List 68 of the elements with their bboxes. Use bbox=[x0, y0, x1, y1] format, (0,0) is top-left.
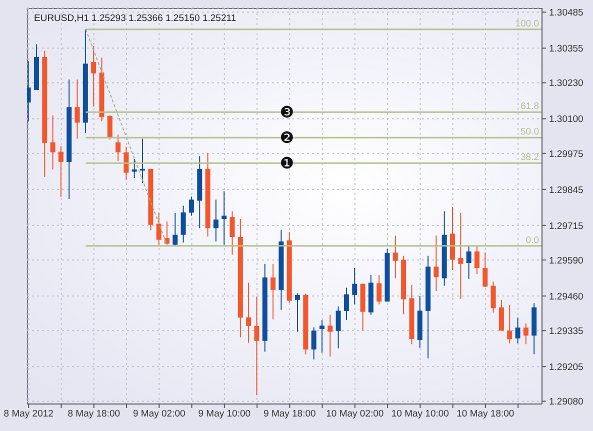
candlestick bbox=[140, 138, 146, 184]
candlestick bbox=[498, 299, 504, 332]
candlestick bbox=[295, 292, 300, 332]
candlestick bbox=[58, 146, 64, 198]
y-tick-label: 1.30355 bbox=[549, 44, 584, 55]
candlestick bbox=[27, 60, 31, 122]
series-label: 38.2 bbox=[520, 152, 539, 164]
x-tick-label: 9 May 18:00 bbox=[264, 408, 316, 420]
y-tick-label: 1.30230 bbox=[549, 78, 584, 90]
candlestick bbox=[230, 210, 235, 256]
y-tick-label: 1.29460 bbox=[549, 291, 584, 302]
y-tick-label: 1.29975 bbox=[549, 148, 584, 160]
candlestick bbox=[188, 196, 194, 216]
x-tick-label: 10 May 10:00 bbox=[391, 408, 449, 420]
x-tick-label: 10 May 02:00 bbox=[326, 408, 384, 420]
candlestick bbox=[124, 146, 129, 180]
candlestick bbox=[156, 212, 162, 246]
candlestick bbox=[91, 45, 96, 108]
candlestick bbox=[222, 190, 227, 246]
candlestick bbox=[434, 235, 439, 292]
candlestick bbox=[515, 317, 520, 344]
candlestick bbox=[319, 320, 324, 354]
candlestick bbox=[523, 322, 528, 345]
candlestick bbox=[246, 282, 252, 344]
candlestick bbox=[74, 78, 80, 140]
candlestick bbox=[311, 326, 316, 360]
annotation: ❸ bbox=[280, 102, 294, 122]
series-label: 100.0 bbox=[515, 18, 539, 30]
x-tick-label: 9 May 02:00 bbox=[133, 408, 186, 420]
text: EURUSD,H1 1.25293 1.25366 1.25150 1.25211 bbox=[34, 13, 236, 25]
candlestick bbox=[107, 114, 112, 140]
y-tick-label: 1.29080 bbox=[549, 396, 584, 408]
candlestick bbox=[490, 281, 496, 314]
x-tick-label: 10 May 18:00 bbox=[456, 408, 514, 420]
candlestick bbox=[116, 134, 121, 162]
candlestick bbox=[458, 212, 464, 300]
candlestick bbox=[180, 205, 186, 244]
series-label: 61.8 bbox=[520, 101, 539, 112]
candlestick bbox=[352, 268, 358, 305]
y-tick-label: 1.29205 bbox=[549, 362, 584, 373]
annotation: ❶ bbox=[280, 154, 294, 173]
candlestick bbox=[507, 304, 512, 344]
series-label: 50.0 bbox=[520, 126, 539, 138]
x-tick-label: 8 May 18:00 bbox=[68, 408, 120, 420]
candlestick bbox=[344, 287, 349, 321]
candlestick bbox=[328, 314, 333, 358]
y-tick-label: 1.29715 bbox=[549, 220, 584, 232]
x-tick-label: 8 May 2012 bbox=[4, 408, 54, 420]
annotation: ❷ bbox=[280, 128, 294, 148]
candlestick bbox=[392, 235, 398, 279]
candlestick bbox=[474, 245, 480, 275]
candlestick bbox=[376, 274, 382, 305]
candlestick bbox=[213, 199, 218, 242]
y-tick-label: 1.29590 bbox=[549, 255, 584, 266]
y-tick-label: 1.29845 bbox=[549, 184, 584, 196]
candlestick bbox=[336, 306, 341, 349]
candlestick bbox=[132, 158, 137, 179]
candlestick bbox=[254, 296, 260, 396]
candlestick bbox=[482, 252, 488, 288]
y-tick-label: 1.29335 bbox=[549, 326, 584, 337]
candlestick bbox=[172, 212, 178, 246]
y-tick-label: 1.30485 bbox=[549, 8, 584, 19]
x-tick-label: 9 May 10:00 bbox=[198, 408, 251, 420]
candlestick bbox=[466, 245, 472, 280]
candlestick bbox=[50, 114, 56, 170]
series-label: 0.0 bbox=[526, 234, 539, 246]
candlestick bbox=[270, 263, 276, 320]
y-tick-label: 1.30100 bbox=[549, 114, 584, 126]
